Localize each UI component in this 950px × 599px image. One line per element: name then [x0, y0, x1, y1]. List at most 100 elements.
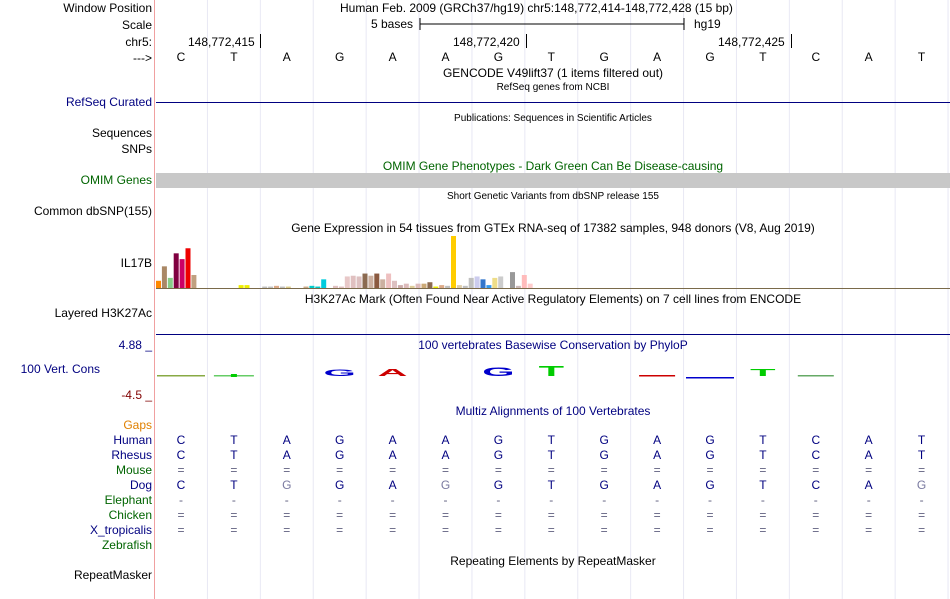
gtex-bar[interactable]	[392, 280, 397, 288]
gtex-bar[interactable]	[274, 285, 279, 288]
repeatmasker-track-title[interactable]: Repeating Elements by RepeatMasker	[450, 554, 656, 568]
alignment-base: C	[811, 433, 821, 447]
species-label[interactable]: Rhesus	[111, 448, 152, 462]
gtex-bar[interactable]	[303, 286, 309, 288]
alignment-base: A	[864, 433, 873, 447]
refseq-gene-line[interactable]	[156, 102, 950, 103]
species-label[interactable]: Mouse	[115, 463, 152, 477]
gtex-bar[interactable]	[156, 280, 161, 288]
gtex-label[interactable]: IL17B	[120, 256, 152, 270]
alignment-base: G	[705, 448, 715, 462]
gtex-bar[interactable]	[492, 277, 498, 288]
alignment-base: =	[283, 463, 291, 477]
gtex-bar[interactable]	[179, 259, 185, 288]
gtex-track-title[interactable]: Gene Expression in 54 tissues from GTEx …	[291, 221, 815, 235]
species-label[interactable]: X_tropicalis	[89, 523, 152, 537]
gtex-bar[interactable]	[386, 273, 392, 288]
gtex-bar[interactable]	[474, 276, 480, 288]
gtex-bar[interactable]	[439, 285, 445, 288]
species-label[interactable]: Human	[113, 433, 152, 447]
omim-label[interactable]: OMIM Genes	[80, 173, 152, 187]
species-label[interactable]: Chicken	[108, 508, 152, 522]
species-label[interactable]: Zebrafish	[101, 538, 152, 552]
gtex-bar[interactable]	[344, 276, 350, 288]
gtex-bar[interactable]	[468, 277, 474, 288]
gtex-bar[interactable]	[338, 286, 344, 288]
gtex-bar[interactable]	[321, 279, 327, 288]
gtex-bar[interactable]	[191, 275, 197, 288]
sequences-label[interactable]: Sequences	[91, 126, 152, 140]
gtex-bar[interactable]	[462, 285, 468, 288]
gtex-bar[interactable]	[185, 248, 191, 288]
gtex-bar[interactable]	[356, 276, 362, 288]
cons-label[interactable]: 100 Vert. Cons	[20, 362, 100, 376]
alignment-base: =	[336, 523, 344, 537]
alignment-base: =	[283, 508, 291, 522]
omim-gene-bar[interactable]	[156, 173, 950, 188]
alignment-base: T	[547, 478, 555, 492]
cons-track-title[interactable]: 100 vertebrates Basewise Conservation by…	[418, 338, 688, 352]
gtex-bar[interactable]	[527, 283, 533, 288]
alignment-base: T	[759, 448, 767, 462]
alignment-base: A	[653, 478, 662, 492]
gtex-bar[interactable]	[521, 275, 527, 288]
window-position-value[interactable]: Human Feb. 2009 (GRCh37/hg19) chr5:148,7…	[340, 1, 733, 15]
h3k27ac-label[interactable]: Layered H3K27Ac	[54, 306, 152, 320]
alignment-base: =	[865, 463, 873, 477]
gtex-bar[interactable]	[403, 283, 409, 288]
gtex-bar[interactable]	[362, 273, 368, 288]
gtex-bar[interactable]	[315, 286, 321, 288]
gtex-bar[interactable]	[515, 285, 521, 288]
alignment-base: G	[335, 478, 345, 492]
alignment-base: =	[441, 463, 449, 477]
gtex-bar[interactable]	[161, 266, 167, 288]
gtex-bar[interactable]	[285, 286, 291, 288]
repeatmasker-label[interactable]: RepeatMasker	[73, 568, 152, 582]
sequence-base: A	[388, 50, 397, 64]
gtex-bar[interactable]	[167, 277, 173, 288]
alignment-base: =	[865, 523, 873, 537]
gtex-bar[interactable]	[244, 285, 250, 288]
gtex-bar-chart[interactable]	[156, 234, 950, 290]
gtex-bar[interactable]	[309, 285, 315, 288]
gtex-bar[interactable]	[427, 282, 433, 288]
gtex-bar[interactable]	[333, 285, 338, 288]
gtex-bar[interactable]	[415, 283, 421, 288]
gtex-bar[interactable]	[238, 285, 244, 288]
multiz-track-title[interactable]: Multiz Alignments of 100 Vertebrates	[455, 404, 651, 418]
omim-track-title[interactable]: OMIM Gene Phenotypes - Dark Green Can Be…	[382, 159, 724, 173]
gtex-bar[interactable]	[480, 279, 486, 288]
species-label[interactable]: Dog	[129, 478, 152, 492]
gencode-track-title[interactable]: GENCODE V49lift37 (1 items filtered out)	[442, 66, 664, 80]
gtex-bar[interactable]	[173, 253, 179, 288]
gtex-bar[interactable]	[433, 286, 439, 288]
alignment-base: T	[917, 448, 926, 462]
refseq-label[interactable]: RefSeq Curated	[65, 95, 152, 109]
alignment-base: =	[706, 508, 714, 522]
gtex-bar[interactable]	[456, 285, 462, 288]
gtex-bar[interactable]	[268, 286, 274, 288]
gtex-bar[interactable]	[409, 285, 415, 288]
sequence-base: A	[653, 50, 662, 64]
gtex-bar[interactable]	[380, 279, 386, 288]
gtex-bar[interactable]	[421, 283, 427, 288]
gtex-bar[interactable]	[262, 286, 268, 288]
gtex-bar[interactable]	[397, 285, 403, 288]
snps-label[interactable]: SNPs	[121, 142, 152, 156]
gtex-bar[interactable]	[486, 285, 492, 288]
gtex-bar[interactable]	[279, 286, 285, 288]
species-label[interactable]: Elephant	[104, 493, 152, 507]
gtex-bar[interactable]	[368, 275, 374, 288]
gtex-bar[interactable]	[374, 273, 380, 288]
gtex-bar[interactable]	[510, 272, 515, 288]
gtex-bar[interactable]	[451, 236, 456, 288]
gtex-bar[interactable]	[350, 275, 356, 288]
gtex-bar[interactable]	[498, 276, 504, 288]
dbsnp-label[interactable]: Common dbSNP(155)	[33, 204, 152, 218]
h3k27ac-track-title[interactable]: H3K27Ac Mark (Often Found Near Active Re…	[304, 292, 802, 306]
strand-arrow[interactable]: --->	[133, 51, 152, 65]
alignment-base: =	[918, 463, 926, 477]
gtex-bar[interactable]	[445, 285, 451, 288]
alignment-base: -	[284, 493, 289, 507]
